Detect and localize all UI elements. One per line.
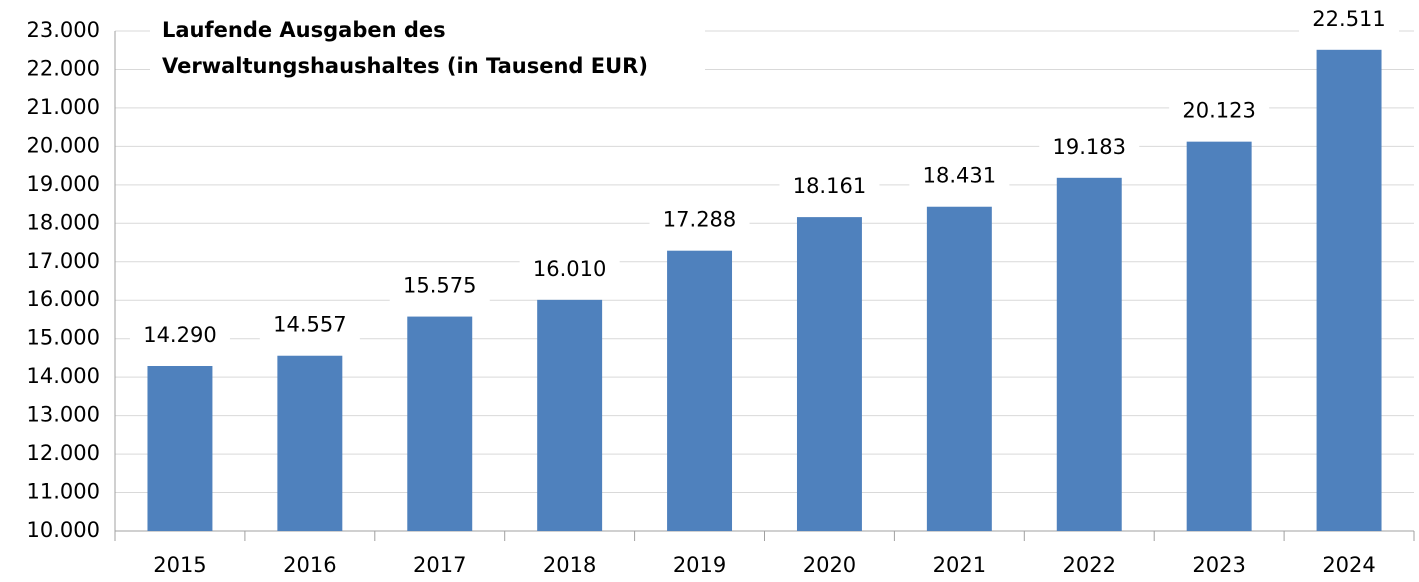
x-tick-label: 2024 bbox=[1322, 553, 1375, 577]
value-label: 22.511 bbox=[1312, 7, 1385, 31]
value-label: 19.183 bbox=[1053, 135, 1126, 159]
x-tick-label: 2023 bbox=[1192, 553, 1245, 577]
value-label-background bbox=[129, 321, 230, 351]
bar bbox=[667, 250, 733, 531]
y-tick-label: 10.000 bbox=[27, 518, 100, 542]
value-label-background bbox=[1299, 4, 1400, 35]
y-tick-label: 17.000 bbox=[27, 249, 100, 273]
x-tick-label: 2016 bbox=[283, 553, 336, 577]
y-tick-label: 19.000 bbox=[27, 172, 100, 196]
x-tick-label: 2021 bbox=[933, 553, 986, 577]
value-label: 14.290 bbox=[143, 323, 216, 347]
x-tick-label: 2017 bbox=[413, 553, 466, 577]
value-label-background bbox=[259, 310, 360, 341]
value-label: 20.123 bbox=[1182, 99, 1255, 123]
value-label-background bbox=[1169, 96, 1270, 127]
y-tick-label: 12.000 bbox=[27, 441, 100, 465]
y-tick-label: 11.000 bbox=[27, 480, 100, 504]
x-tick-label: 2020 bbox=[803, 553, 856, 577]
bar bbox=[796, 217, 862, 531]
value-label: 15.575 bbox=[403, 274, 476, 298]
x-tick-label: 2022 bbox=[1063, 553, 1116, 577]
marks: 2015 14.290 2016 14.557 2017 15.575 2018 16.010… bbox=[129, 4, 1400, 577]
y-tick-label: 22.000 bbox=[27, 56, 100, 80]
y-tick-label: 21.000 bbox=[27, 95, 100, 119]
value-label: 18.161 bbox=[793, 174, 866, 198]
x-tick-label: 2019 bbox=[673, 553, 726, 577]
x-tick-label: 2015 bbox=[153, 553, 206, 577]
value-label-background bbox=[649, 205, 750, 236]
chart-title: Verwaltungshaushaltes (in Tausend EUR) bbox=[162, 54, 648, 78]
bar bbox=[147, 366, 213, 531]
y-tick-label: 14.000 bbox=[27, 364, 100, 388]
value-label: 18.431 bbox=[923, 164, 996, 188]
bar bbox=[277, 355, 343, 531]
bar bbox=[926, 206, 992, 531]
x-tick-label: 2018 bbox=[543, 553, 596, 577]
value-label-background bbox=[519, 254, 620, 285]
bar bbox=[407, 316, 473, 531]
y-tick-label: 20.000 bbox=[27, 133, 100, 157]
y-tick-label: 16.000 bbox=[27, 287, 100, 311]
value-label-background bbox=[909, 161, 1010, 192]
y-tick-label: 13.000 bbox=[27, 403, 100, 427]
bar bbox=[537, 299, 603, 531]
y-tick-label: 18.000 bbox=[27, 210, 100, 234]
bar bbox=[1186, 141, 1252, 531]
bar bbox=[1316, 49, 1382, 532]
y-tick-label: 23.000 bbox=[27, 18, 100, 42]
chart-title: Laufende Ausgaben des bbox=[162, 18, 446, 42]
y-tick-label: 15.000 bbox=[27, 326, 100, 350]
title-background bbox=[150, 12, 705, 84]
value-label: 16.010 bbox=[533, 257, 606, 281]
value-label-background bbox=[779, 172, 880, 203]
bar bbox=[1056, 177, 1122, 532]
value-label-background bbox=[389, 271, 490, 302]
value-label-background bbox=[1039, 132, 1140, 163]
value-label: 17.288 bbox=[663, 208, 736, 232]
value-label: 14.557 bbox=[273, 313, 346, 337]
